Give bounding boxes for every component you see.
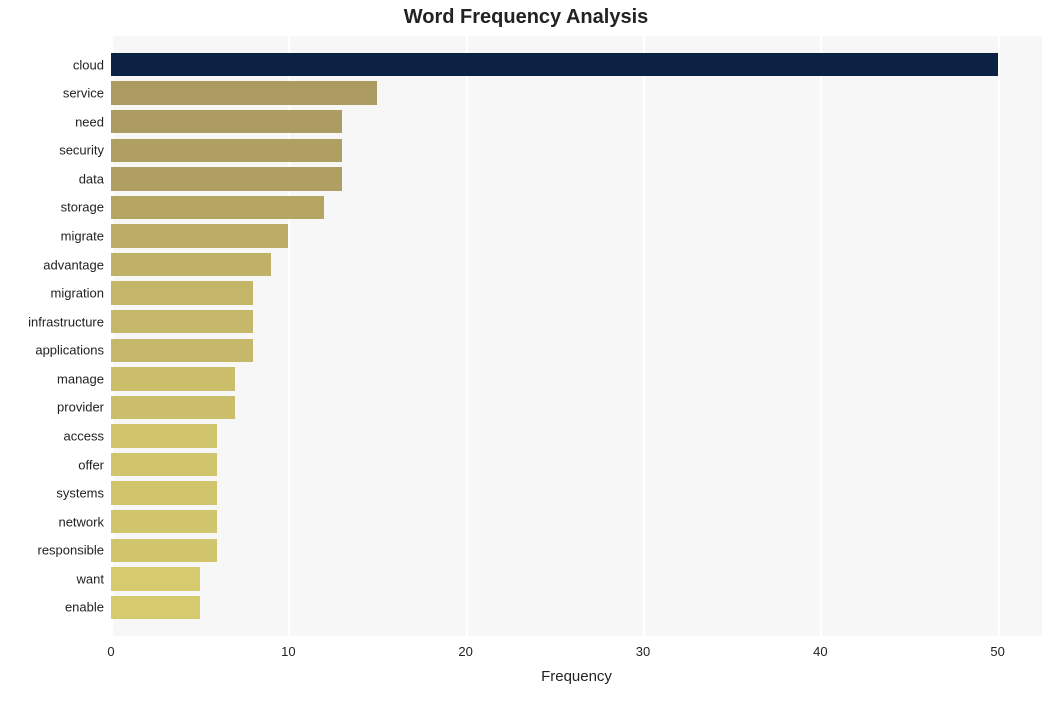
gridline bbox=[998, 36, 1000, 636]
bar bbox=[111, 453, 217, 476]
bar bbox=[111, 281, 253, 304]
y-tick-label: migration bbox=[0, 286, 104, 301]
x-tick-label: 50 bbox=[990, 644, 1004, 659]
bar bbox=[111, 539, 217, 562]
y-tick-label: data bbox=[0, 171, 104, 186]
bar bbox=[111, 81, 377, 104]
y-tick-label: want bbox=[0, 571, 104, 586]
y-tick-label: cloud bbox=[0, 57, 104, 72]
bar bbox=[111, 424, 217, 447]
x-tick-label: 30 bbox=[636, 644, 650, 659]
x-tick-label: 20 bbox=[458, 644, 472, 659]
bar bbox=[111, 53, 998, 76]
bar bbox=[111, 510, 217, 533]
y-tick-label: need bbox=[0, 114, 104, 129]
bar bbox=[111, 310, 253, 333]
x-tick-label: 0 bbox=[107, 644, 114, 659]
gridline bbox=[643, 36, 645, 636]
x-axis-label: Frequency bbox=[541, 668, 612, 685]
y-tick-label: infrastructure bbox=[0, 314, 104, 329]
y-tick-label: manage bbox=[0, 371, 104, 386]
y-tick-label: offer bbox=[0, 457, 104, 472]
plot-area bbox=[111, 36, 1042, 636]
bar bbox=[111, 167, 342, 190]
bar bbox=[111, 139, 342, 162]
bar bbox=[111, 367, 235, 390]
bar bbox=[111, 110, 342, 133]
y-tick-label: enable bbox=[0, 600, 104, 615]
bar bbox=[111, 596, 200, 619]
gridline bbox=[466, 36, 468, 636]
bar bbox=[111, 481, 217, 504]
chart-container: Word Frequency Analysis Frequency 0 10 20 3… bbox=[0, 0, 1052, 701]
y-tick-label: advantage bbox=[0, 257, 104, 272]
chart-title: Word Frequency Analysis bbox=[0, 6, 1052, 29]
y-tick-label: storage bbox=[0, 200, 104, 215]
bar bbox=[111, 396, 235, 419]
x-tick-label: 40 bbox=[813, 644, 827, 659]
bar bbox=[111, 567, 200, 590]
bar bbox=[111, 339, 253, 362]
bar bbox=[111, 253, 271, 276]
gridline bbox=[820, 36, 822, 636]
y-tick-label: service bbox=[0, 86, 104, 101]
y-tick-label: network bbox=[0, 514, 104, 529]
bar bbox=[111, 224, 288, 247]
bar bbox=[111, 196, 324, 219]
y-tick-label: responsible bbox=[0, 543, 104, 558]
y-tick-label: access bbox=[0, 429, 104, 444]
y-tick-label: systems bbox=[0, 486, 104, 501]
y-tick-label: security bbox=[0, 143, 104, 158]
y-tick-label: migrate bbox=[0, 229, 104, 244]
x-tick-label: 10 bbox=[281, 644, 295, 659]
y-tick-label: applications bbox=[0, 343, 104, 358]
y-tick-label: provider bbox=[0, 400, 104, 415]
